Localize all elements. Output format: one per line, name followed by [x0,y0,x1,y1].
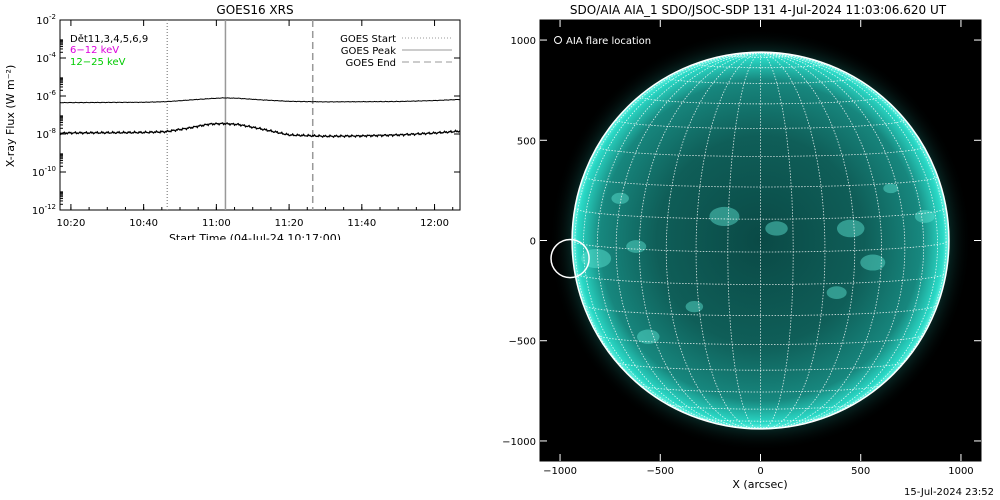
goes-x-tick-label: 11:20 [275,218,304,229]
longitude-gridline [760,52,906,429]
solar-limb [571,51,950,430]
aia-y-tick-label: 0 [530,237,536,248]
longitude-gridline [582,52,761,426]
aia-x-tick-label: −1000 [543,466,577,477]
longitude-gridline [695,52,761,430]
goes-series-long-channel [59,97,461,104]
goes-x-axis-label: Start Time (04-Jul-24 10:17:00) [169,232,341,240]
active-region [860,254,886,271]
latitude-gridline [571,240,950,253]
goes-y-tick-label: 10-4 [36,51,56,65]
longitude-gridline [638,52,761,429]
latitude-gridline [616,361,905,371]
goes-y-axis-label: X-ray Flux (W m⁻²) [4,65,17,167]
latitude-gridline [574,207,947,220]
aia-x-tick-label: −500 [647,466,674,477]
aia-title: SDO/AIA AIA_1 SDO/JSOC-SDP 131 4-Jul-202… [570,3,947,17]
goes-y-tick-label: 10-10 [32,165,56,179]
active-region [883,183,899,194]
active-region [836,219,865,238]
active-region [685,301,704,313]
longitude-gridline [665,52,761,429]
flare-legend-symbol [554,36,562,44]
latitude-gridline [667,403,854,410]
footer-timestamp: 15-Jul-2024 23:52 [903,487,994,498]
legend-goes-start: GOES Start [340,34,396,45]
flare-legend-label: AIA flare location [566,36,651,47]
goes-y-tick-label: 10-12 [32,203,56,217]
longitude-gridline [574,52,761,419]
goes-x-tick-label: 10:20 [56,218,85,229]
active-region [765,221,788,236]
legend-goes-peak: GOES Peak [341,46,396,57]
longitude-gridline [727,52,761,430]
goes-y-tick-label: 10-2 [36,13,56,27]
aia-x-axis-label: X (arcsec) [732,478,787,491]
goes-x-tick-label: 11:00 [202,218,231,229]
active-region [709,206,740,227]
aia-y-tick-label: −500 [509,337,536,348]
aia-x-tick-label: 500 [851,466,870,477]
aia-x-tick-label: 1000 [948,466,973,477]
active-region [914,210,935,223]
aia-image-layer [549,29,972,452]
longitude-gridline [760,52,826,430]
solar-disk [572,52,949,429]
flare-location-circle [550,238,590,279]
legend-6-12-kev: 6−12 keV [70,45,119,56]
detector-label: Dět11,3,4,5,6,9 [70,33,148,45]
aia-y-tick-label: 1000 [511,36,536,47]
aia-x-tick-label: 0 [757,466,763,477]
aia-y-tick-label: −1000 [502,437,536,448]
legend-12-25-kev: 12−25 keV [70,57,126,68]
aia-131-image-panel: SDO/AIA AIA_1 SDO/JSOC-SDP 131 4-Jul-202… [502,3,982,491]
goes-x-tick-label: 11:40 [347,218,376,229]
longitude-gridline [760,52,939,426]
goes-y-tick-label: 10-8 [36,127,56,141]
longitude-gridline [760,52,856,429]
active-region [826,286,847,300]
legend-goes-end: GOES End [346,58,396,69]
goes-xrs-chart: GOES16 XRS 10-210-410-610-810-1010-1210:… [4,3,461,240]
active-region [611,192,629,205]
longitude-gridline [615,52,761,429]
active-region [581,248,612,269]
latitude-gridline [583,304,938,316]
goes-x-tick-label: 10:40 [129,218,158,229]
goes-legend-right: GOES Start GOES Peak GOES End [340,34,452,69]
goes-x-tick-label: 12:00 [420,218,449,229]
goes-series-short-channel [59,122,461,139]
goes-plot-frame [59,19,461,211]
active-region [636,329,660,344]
goes-chart-title: GOES16 XRS [216,3,293,17]
longitude-gridline [760,52,794,430]
longitude-gridline [760,52,883,429]
goes-legend-left: Dět11,3,4,5,6,9 6−12 keV 12−25 keV [70,33,148,68]
longitude-gridline [760,52,947,419]
aia-y-tick-label: 500 [517,136,536,147]
goes-y-tick-label: 10-6 [36,89,56,103]
latitude-gridline [597,334,924,345]
latitude-gridline [696,417,825,422]
active-region [626,240,647,253]
